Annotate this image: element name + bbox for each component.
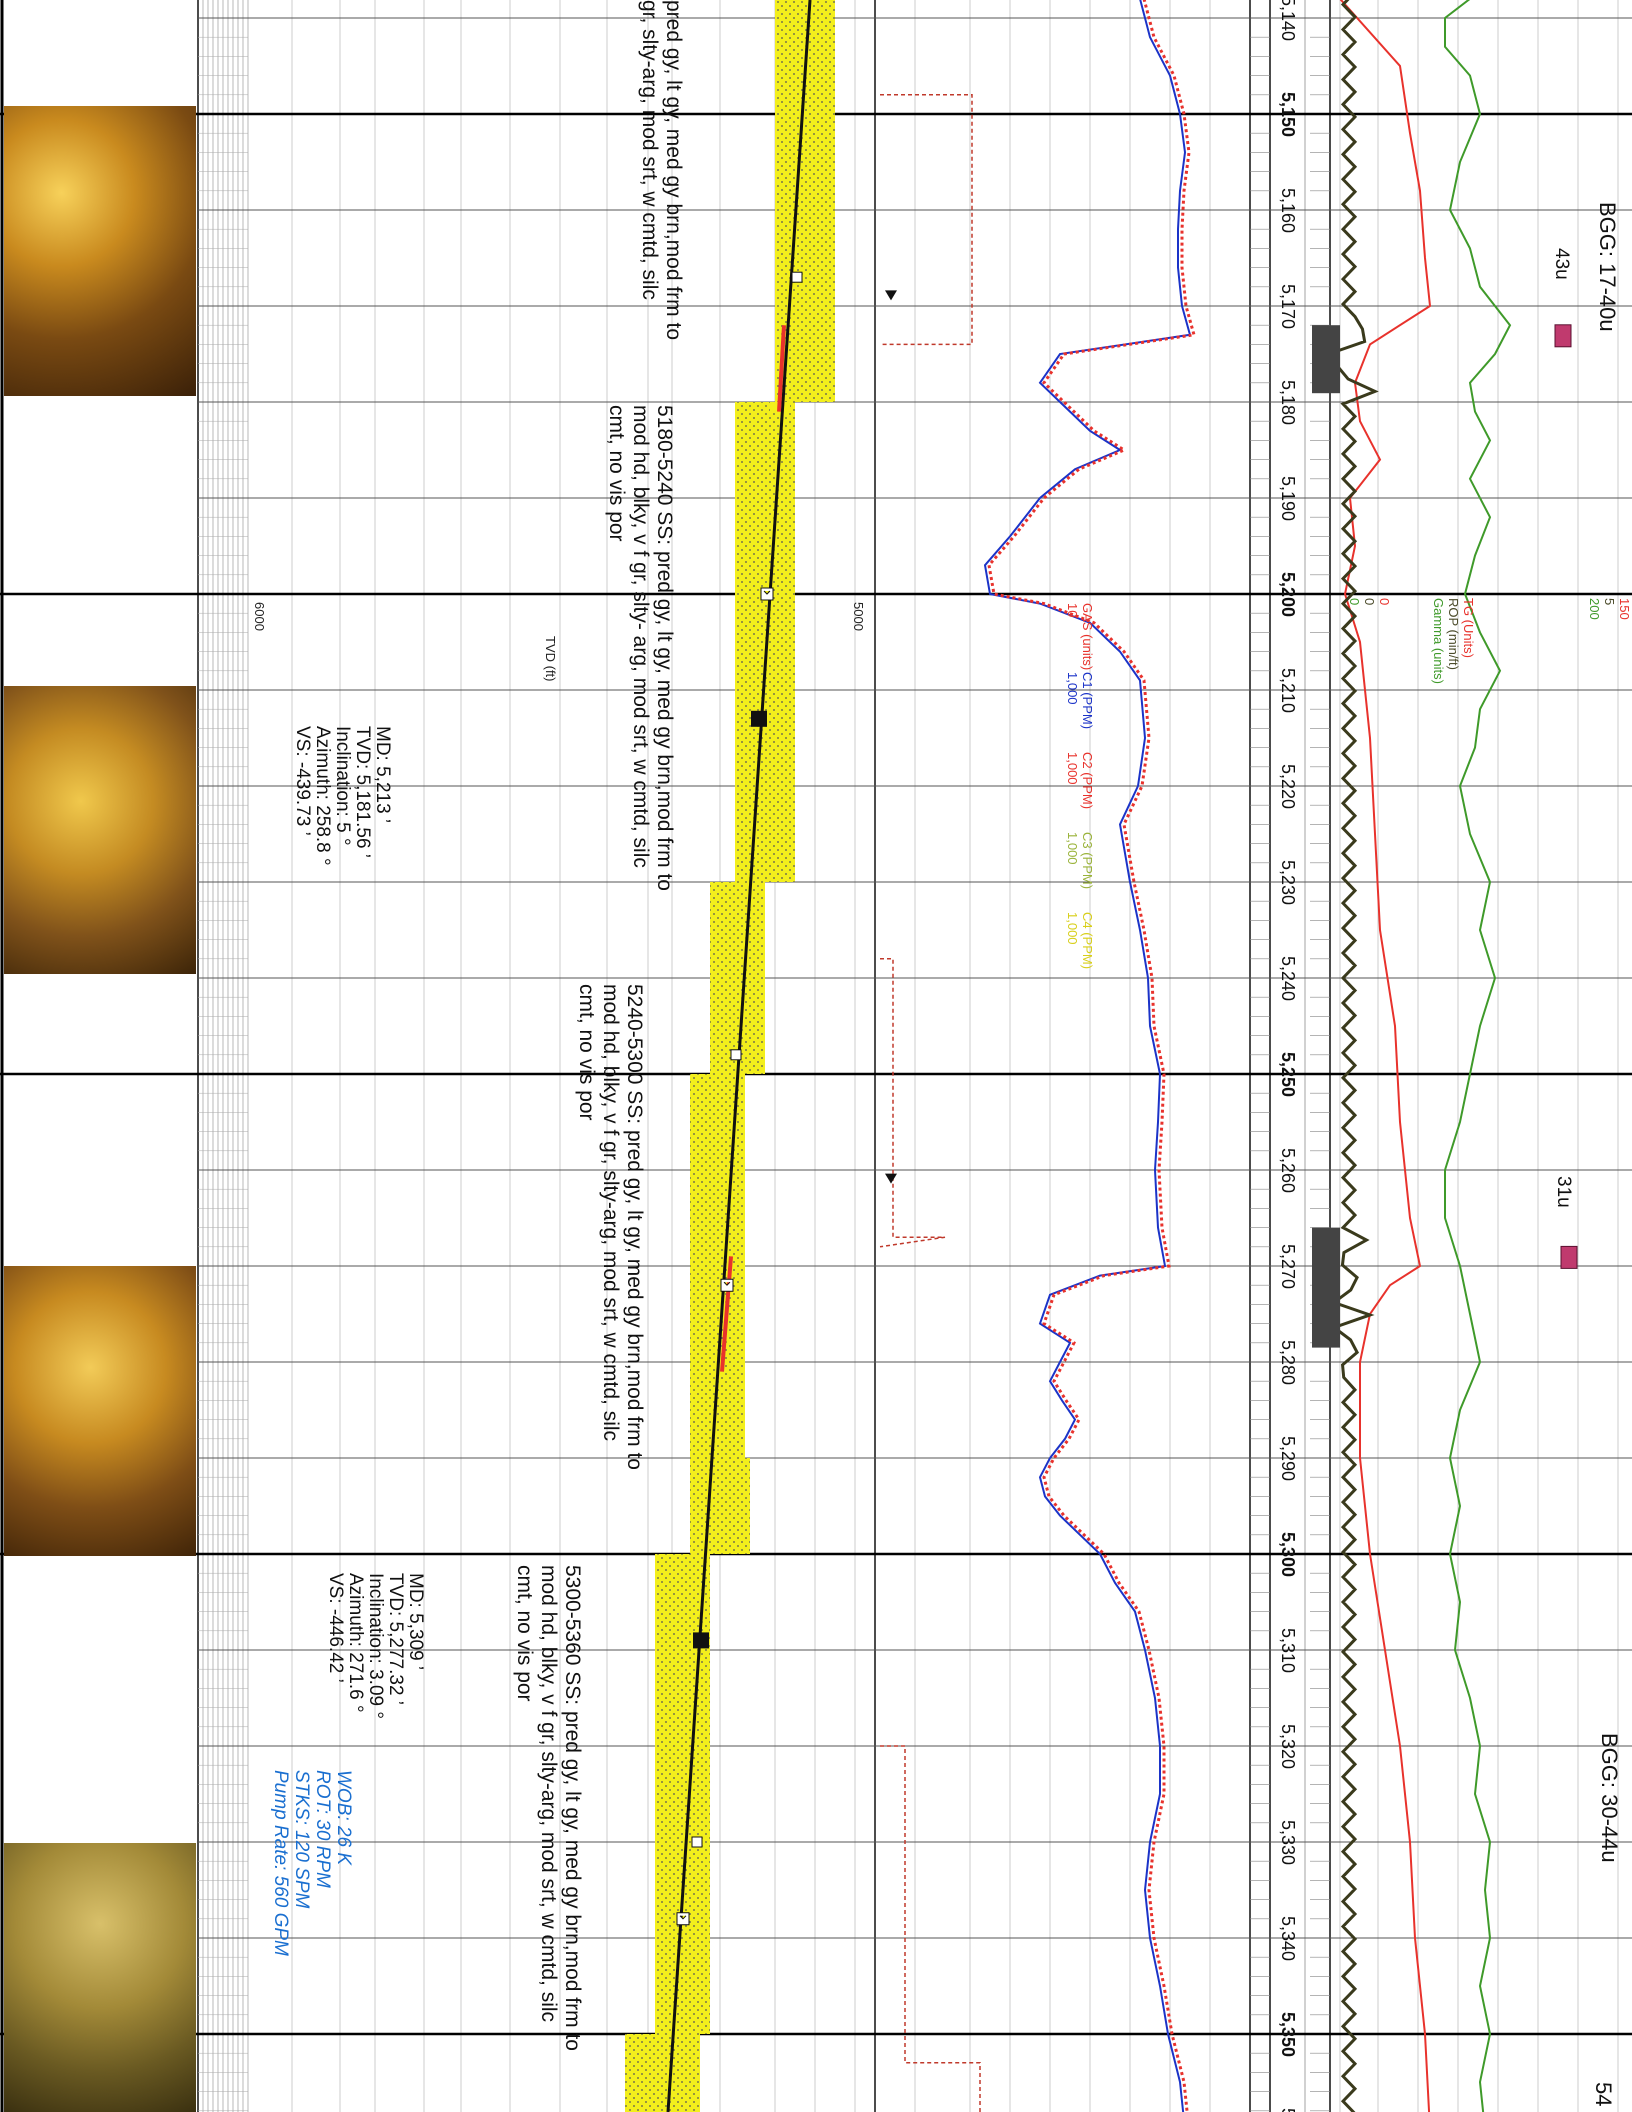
trip-marker — [885, 290, 897, 301]
gas-track-header: C3 (PPM) 1,000 — [1065, 832, 1095, 890]
sandstone-interval — [710, 882, 765, 1074]
survey-marker — [760, 587, 774, 601]
gas-peak-icon — [1554, 324, 1572, 348]
lithology-description: 5300-5360 SS: pred gy, lt gy, med gy brn… — [513, 1565, 584, 2051]
sandstone-interval — [690, 1074, 745, 1458]
depth-label: 5,290 — [1278, 1436, 1298, 1481]
lithology-description: 5240-5300 SS: pred gy, lt gy, med gy brn… — [575, 984, 646, 1470]
depth-label: 5,230 — [1278, 860, 1298, 905]
cuttings-photo — [4, 1843, 196, 2112]
depth-label: 5,250 — [1278, 1052, 1298, 1097]
background-gas-label: BGG: 30-44u — [1597, 1733, 1622, 1863]
background-gas-label: BGG: 17-40u — [1595, 202, 1620, 332]
depth-label: 5 — [1278, 2108, 1298, 2112]
cuttings-photo — [4, 1266, 196, 1556]
gas-track-header: C1 (PPM) 1,000 — [1065, 672, 1095, 730]
depth-label: 5,340 — [1278, 1916, 1298, 1961]
depth-label: 5,310 — [1278, 1628, 1298, 1673]
gas-track-header: C2 (PPM) 1,000 — [1065, 752, 1095, 810]
depth-label: 5,170 — [1278, 284, 1298, 329]
depth-label: 5,220 — [1278, 764, 1298, 809]
core-interval-marker — [1312, 1227, 1340, 1348]
gas-peak-value: 31u — [1553, 1176, 1574, 1208]
connection-gas-curve — [880, 94, 973, 346]
survey-marker — [720, 1278, 734, 1292]
survey-marker — [751, 710, 767, 727]
connection-gas-curve — [880, 1745, 981, 2112]
drilling-parameters: WOB: 26 K ROT: 30 RPM STKS: 120 SPM Pump… — [270, 1770, 354, 1956]
survey-marker — [730, 1049, 742, 1061]
c1-gas-curve — [983, 0, 1192, 2112]
sandstone-interval — [690, 1458, 750, 1554]
total-gas-curve — [987, 0, 1196, 2112]
depth-label: 5,240 — [1278, 956, 1298, 1001]
rop-curve — [1326, 0, 1379, 2112]
gas-track-header: C4 (PPM) 1,000 — [1065, 912, 1095, 970]
tvd-tick-label: 6000 — [252, 602, 267, 631]
depth-label: 5,300 — [1278, 1532, 1298, 1577]
depth-label: 5,350 — [1278, 2012, 1298, 2057]
connection-gas-curve — [879, 958, 946, 1248]
depth-label: 5,150 — [1278, 92, 1298, 137]
depth-label: 5,320 — [1278, 1724, 1298, 1769]
gamma-curve — [1444, 0, 1512, 2112]
depth-label: 5,160 — [1278, 188, 1298, 233]
depth-label: 5,200 — [1278, 572, 1298, 617]
rop-track-header: TG (Units) ROP (min/ft) Gamma (units) — [1431, 598, 1476, 684]
cuttings-photo — [4, 686, 196, 974]
survey-marker — [791, 271, 803, 283]
rop-scale-right: 150 5 200 — [1587, 598, 1632, 620]
survey-point: MD: 5,309 ’ TVD: 5,277.32 ’ Inclination:… — [325, 1573, 426, 1719]
depth-label: 5,210 — [1278, 668, 1298, 713]
gas-peak-icon — [1560, 1245, 1578, 1269]
gas-track-header: GAS (units) 10 — [1065, 603, 1095, 671]
tvd-axis-title: TVD (ft) — [543, 636, 558, 682]
tvd-tick-label: 5000 — [851, 602, 866, 631]
survey-point: MD: 5,213 ’ TVD: 5,181.56 ’ Inclination:… — [292, 726, 393, 866]
depth-label: 5,330 — [1278, 1820, 1298, 1865]
core-interval-marker — [1312, 325, 1340, 394]
cuttings-photo — [4, 106, 196, 396]
lithology-description: 5180-5240 SS: pred gy, lt gy, med gy brn… — [605, 405, 676, 891]
edge-depth-number: 54 — [1591, 2082, 1616, 2107]
depth-label: 5,190 — [1278, 476, 1298, 521]
tg-curve — [1339, 0, 1432, 2112]
sandstone-interval — [735, 402, 795, 882]
survey-marker — [676, 1912, 690, 1926]
gas-peak-value: 43u — [1551, 248, 1572, 280]
depth-label: 5,270 — [1278, 1244, 1298, 1289]
depth-label: 5,280 — [1278, 1340, 1298, 1385]
wellbore-highlight — [777, 325, 786, 412]
wellbore-highlight — [720, 1256, 733, 1372]
sandstone-interval — [625, 2034, 700, 2112]
depth-label: 5,140 — [1278, 0, 1298, 41]
lithology-description: pred gy, lt gy, med gy brn,mod frm to gr… — [638, 0, 685, 341]
depth-label: 5,260 — [1278, 1148, 1298, 1193]
survey-marker — [691, 1836, 703, 1848]
survey-marker — [693, 1632, 709, 1649]
depth-label: 5,180 — [1278, 380, 1298, 425]
trip-marker — [885, 1173, 897, 1184]
rop-scale-left: 0 0 0 — [1347, 598, 1392, 606]
